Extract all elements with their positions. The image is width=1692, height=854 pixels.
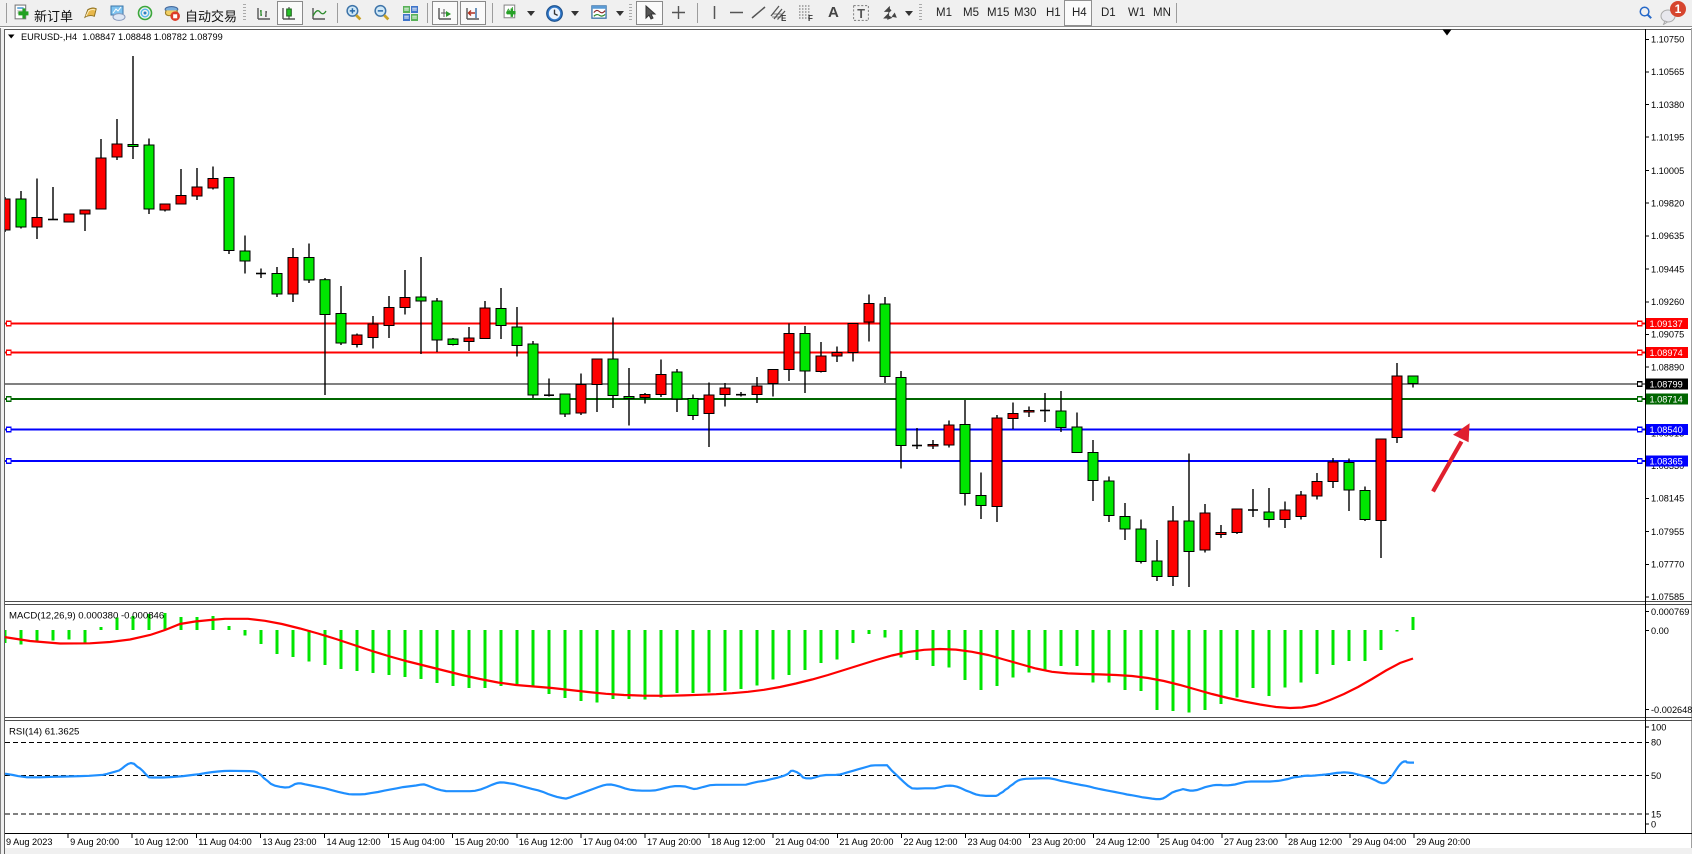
svg-text:80: 80	[1651, 738, 1661, 748]
svg-text:29 Aug 20:00: 29 Aug 20:00	[1416, 837, 1470, 847]
svg-text:1.07585: 1.07585	[1651, 592, 1684, 602]
svg-text:50: 50	[1651, 771, 1661, 781]
svg-text:14 Aug 12:00: 14 Aug 12:00	[327, 837, 381, 847]
svg-text:-0.002648: -0.002648	[1651, 705, 1692, 715]
svg-text:17 Aug 20:00: 17 Aug 20:00	[647, 837, 701, 847]
svg-text:25 Aug 04:00: 25 Aug 04:00	[1160, 837, 1214, 847]
svg-text:1.10565: 1.10565	[1651, 67, 1684, 77]
svg-text:1.09820: 1.09820	[1651, 199, 1684, 209]
svg-text:1.07770: 1.07770	[1651, 560, 1684, 570]
svg-text:23 Aug 04:00: 23 Aug 04:00	[968, 837, 1022, 847]
svg-text:1.08974: 1.08974	[1650, 348, 1683, 358]
svg-text:13 Aug 23:00: 13 Aug 23:00	[262, 837, 316, 847]
svg-text:27 Aug 23:00: 27 Aug 23:00	[1224, 837, 1278, 847]
svg-text:EURUSD-,H4 1.08847 1.08848 1.: EURUSD-,H4 1.08847 1.08848 1.08782 1.087…	[21, 32, 223, 42]
svg-text:22 Aug 12:00: 22 Aug 12:00	[903, 837, 957, 847]
svg-text:1.08145: 1.08145	[1651, 494, 1684, 504]
svg-text:9 Aug 20:00: 9 Aug 20:00	[70, 837, 119, 847]
svg-text:1.09137: 1.09137	[1650, 319, 1683, 329]
svg-text:1.10380: 1.10380	[1651, 100, 1684, 110]
svg-text:1.10750: 1.10750	[1651, 35, 1684, 45]
svg-text:17 Aug 04:00: 17 Aug 04:00	[583, 837, 637, 847]
svg-text:1.10195: 1.10195	[1651, 132, 1684, 142]
svg-text:15 Aug 04:00: 15 Aug 04:00	[391, 837, 445, 847]
svg-text:15 Aug 20:00: 15 Aug 20:00	[455, 837, 509, 847]
svg-text:29 Aug 04:00: 29 Aug 04:00	[1352, 837, 1406, 847]
svg-text:1.08714: 1.08714	[1650, 395, 1683, 405]
svg-text:28 Aug 12:00: 28 Aug 12:00	[1288, 837, 1342, 847]
svg-text:1.08799: 1.08799	[1650, 380, 1683, 390]
svg-text:10 Aug 12:00: 10 Aug 12:00	[134, 837, 188, 847]
svg-text:1.09635: 1.09635	[1651, 231, 1684, 241]
svg-text:1.07955: 1.07955	[1651, 527, 1684, 537]
svg-text:1.10005: 1.10005	[1651, 166, 1684, 176]
svg-text:0.000769: 0.000769	[1651, 607, 1689, 617]
svg-text:18 Aug 12:00: 18 Aug 12:00	[711, 837, 765, 847]
svg-text:0.00: 0.00	[1651, 626, 1669, 636]
svg-text:MACD(12,26,9) 0.000380 -0.0008: MACD(12,26,9) 0.000380 -0.000846	[9, 611, 164, 622]
svg-text:21 Aug 04:00: 21 Aug 04:00	[775, 837, 829, 847]
svg-text:23 Aug 20:00: 23 Aug 20:00	[1032, 837, 1086, 847]
svg-text:100: 100	[1651, 722, 1666, 732]
svg-text:1.09445: 1.09445	[1651, 265, 1684, 275]
svg-text:1.09075: 1.09075	[1651, 330, 1684, 340]
svg-text:15: 15	[1651, 809, 1661, 819]
svg-text:T: T	[857, 7, 865, 21]
svg-text:16 Aug 12:00: 16 Aug 12:00	[519, 837, 573, 847]
svg-text:1.08365: 1.08365	[1650, 457, 1683, 467]
svg-text:11 Aug 04:00: 11 Aug 04:00	[198, 837, 251, 847]
svg-text:9 Aug 2023: 9 Aug 2023	[6, 837, 53, 847]
svg-text:RSI(14) 61.3625: RSI(14) 61.3625	[9, 727, 79, 738]
svg-text:24 Aug 12:00: 24 Aug 12:00	[1096, 837, 1150, 847]
svg-text:1.09260: 1.09260	[1651, 297, 1684, 307]
svg-text:1.08890: 1.08890	[1651, 362, 1684, 372]
svg-text:0: 0	[1651, 819, 1656, 829]
svg-text:1.08540: 1.08540	[1650, 425, 1683, 435]
svg-text:21 Aug 20:00: 21 Aug 20:00	[839, 837, 893, 847]
